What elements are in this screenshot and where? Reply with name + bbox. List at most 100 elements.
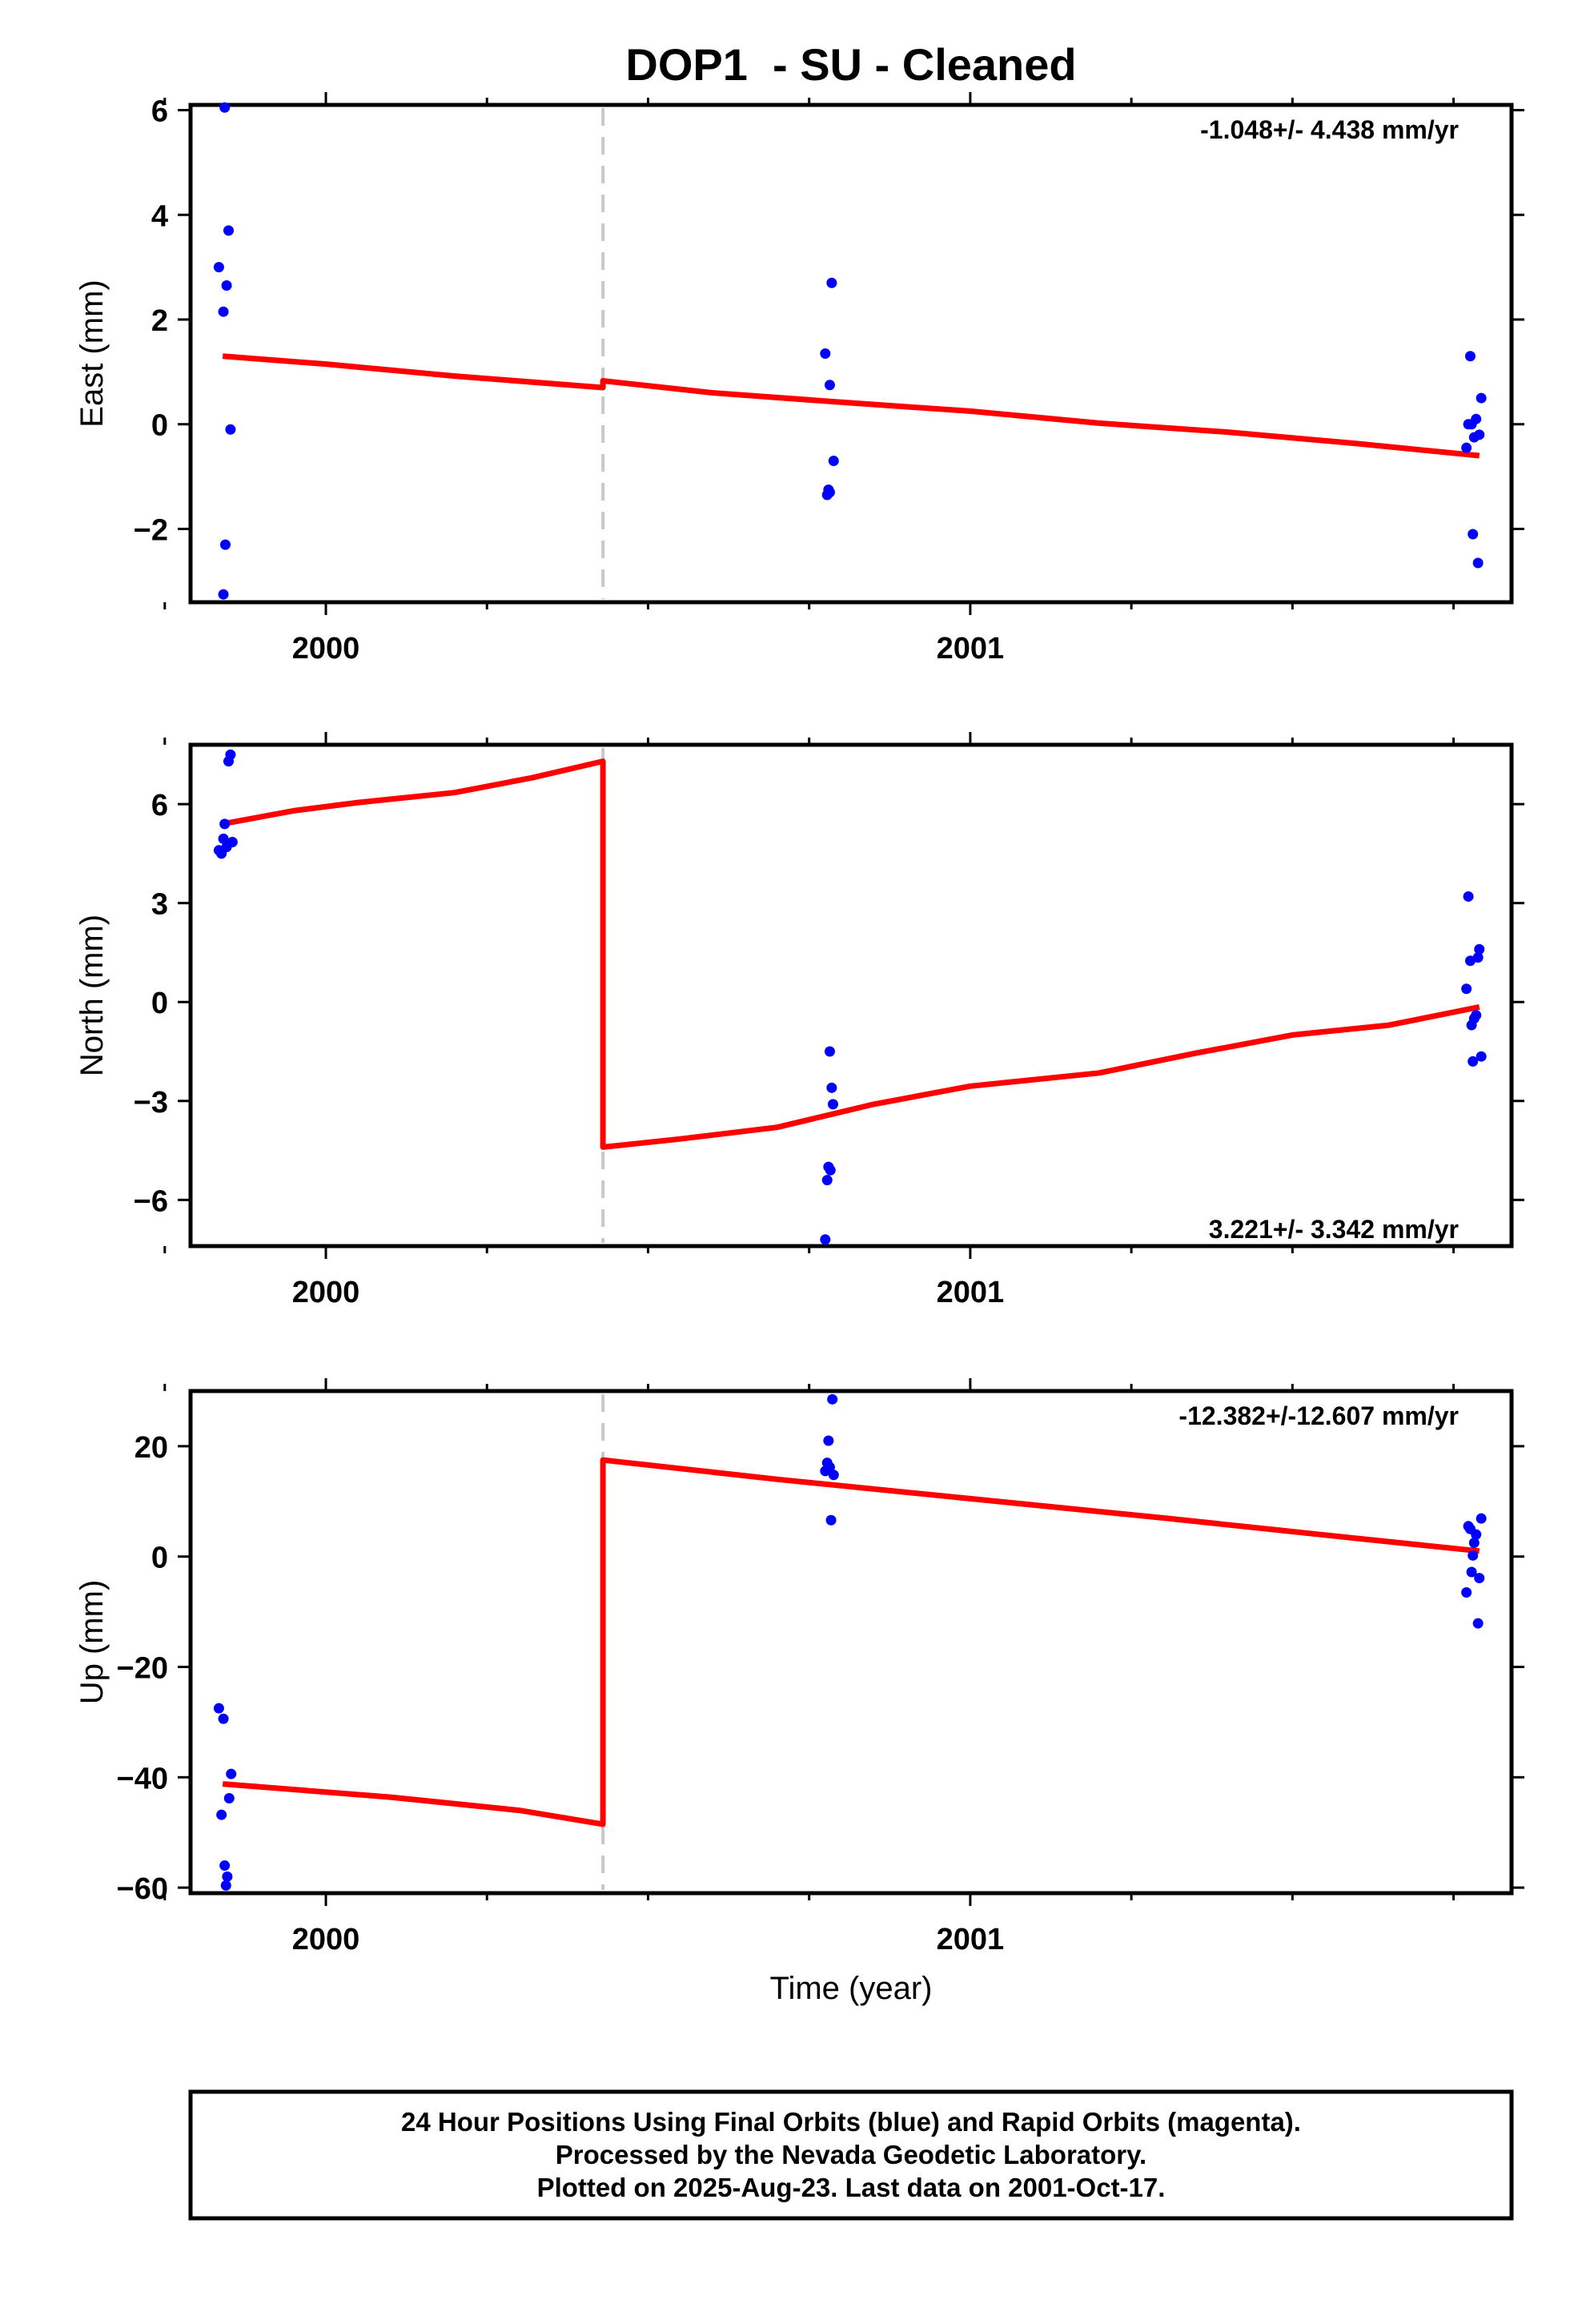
y-tick-label: 0: [151, 409, 168, 443]
data-point: [827, 1393, 838, 1405]
data-point: [1476, 1513, 1487, 1524]
north-panel: 2000 2001 −6 −3 0 3 6 North (mm) 3.221+/- 3.342 …: [74, 732, 1524, 1309]
data-point: [824, 487, 835, 498]
y-tick-label: −40: [117, 1762, 168, 1795]
data-point: [826, 1082, 837, 1093]
model-fit-line: [222, 1457, 1480, 1827]
y-tick-label: 6: [151, 789, 168, 822]
y-tick-label: −2: [134, 513, 168, 547]
y-tick-label: 6: [151, 95, 168, 129]
rate-annotation: -12.382+/-12.607 mm/yr: [1178, 1401, 1459, 1430]
data-point: [219, 1860, 231, 1872]
east-panel: 2000 2001 −2 0 2 4 6 East (mm) -1.048+/- 4.438 m…: [74, 92, 1524, 665]
y-axis-label: North (mm): [74, 915, 110, 1076]
plot-frame: [188, 1389, 1514, 1896]
data-point: [1461, 1586, 1472, 1598]
data-point: [820, 1234, 831, 1245]
rate-annotation: 3.221+/- 3.342 mm/yr: [1209, 1215, 1459, 1244]
data-point: [227, 836, 238, 847]
data-point: [223, 225, 234, 236]
rate-annotation: -1.048+/- 4.438 mm/yr: [1200, 115, 1459, 144]
data-point: [1472, 1618, 1484, 1629]
data-point: [213, 1703, 224, 1714]
footer-line-1: 24 Hour Positions Using Final Orbits (bl…: [401, 2107, 1301, 2137]
model-fit-line: [222, 353, 1480, 459]
y-tick-label: −6: [134, 1184, 168, 1218]
y-tick-label: 0: [151, 1542, 168, 1575]
data-point: [1472, 557, 1484, 569]
footer-line-2: Processed by the Nevada Geodetic Laborat…: [556, 2140, 1146, 2169]
data-point: [225, 424, 236, 435]
data-point: [826, 277, 837, 288]
data-point: [1474, 943, 1485, 955]
data-point: [1468, 1550, 1479, 1561]
data-point: [1476, 392, 1487, 404]
y-tick-label: −3: [134, 1086, 168, 1120]
data-point: [213, 262, 224, 273]
data-point: [219, 539, 231, 550]
data-point: [1464, 351, 1476, 362]
y-tick-label: −60: [117, 1872, 168, 1906]
data-point: [1461, 442, 1472, 453]
data-point: [1463, 891, 1474, 902]
data-point: [823, 1435, 834, 1446]
x-axis-label: Time (year): [770, 1971, 933, 2006]
y-tick-label: 20: [135, 1431, 168, 1465]
data-point: [821, 1175, 833, 1186]
data-point: [218, 1713, 229, 1724]
data-point: [1472, 952, 1484, 963]
x-tick-label: 2000: [292, 632, 360, 665]
data-point: [220, 1880, 231, 1891]
data-point: [824, 1462, 835, 1473]
data-point: [1474, 429, 1485, 440]
x-tick-label: 2000: [292, 1276, 360, 1309]
data-point: [216, 1809, 227, 1820]
data-point: [820, 348, 831, 359]
y-tick-label: 0: [151, 987, 168, 1020]
y-axis-label: Up (mm): [74, 1580, 110, 1705]
plot-frame: [188, 742, 1514, 1248]
data-point: [219, 818, 231, 830]
data-point: [828, 1470, 839, 1481]
y-axis-label: East (mm): [74, 279, 110, 427]
y-tick-label: −20: [117, 1652, 168, 1686]
data-point: [824, 380, 835, 391]
data-point: [218, 833, 229, 844]
y-tick-label: 4: [151, 199, 168, 233]
model-fit-line: [222, 758, 1480, 1150]
data-point: [1471, 1010, 1482, 1021]
plot-frame: [188, 103, 1514, 605]
data-point: [825, 1164, 836, 1176]
data-point: [226, 1768, 237, 1779]
chart-title: DOP1 - SU - Cleaned: [625, 39, 1076, 90]
data-point: [222, 1871, 233, 1882]
data-point: [1468, 529, 1479, 540]
data-point: [1474, 1573, 1485, 1584]
data-point: [225, 749, 236, 760]
data-point: [1468, 1537, 1480, 1548]
x-tick-label: 2001: [937, 1276, 1005, 1309]
data-point: [1471, 1529, 1482, 1540]
x-tick-label: 2001: [937, 632, 1005, 665]
data-point: [1461, 983, 1472, 995]
data-point: [1466, 1566, 1477, 1578]
x-tick-label: 2000: [292, 1923, 360, 1956]
data-point: [221, 280, 232, 292]
footer-box: 24 Hour Positions Using Final Orbits (bl…: [188, 2089, 1514, 2221]
up-panel: 2000 2001 −60 −40 −20 0 20 Up (mm) -12.382+/-12.…: [74, 1378, 1524, 1956]
data-point: [1468, 1055, 1479, 1067]
data-point: [825, 1514, 837, 1526]
data-point: [218, 306, 229, 317]
data-point: [1476, 1051, 1487, 1062]
data-point: [219, 102, 231, 113]
y-tick-label: 2: [151, 304, 168, 338]
data-point: [1471, 413, 1482, 424]
data-point: [223, 1792, 235, 1803]
y-tick-label: 3: [151, 888, 168, 922]
data-point: [824, 1046, 835, 1057]
data-point: [828, 456, 839, 467]
footer-line-3: Plotted on 2025-Aug-23. Last data on 200…: [537, 2173, 1166, 2202]
data-point: [827, 1099, 838, 1110]
x-tick-label: 2001: [937, 1923, 1005, 1956]
